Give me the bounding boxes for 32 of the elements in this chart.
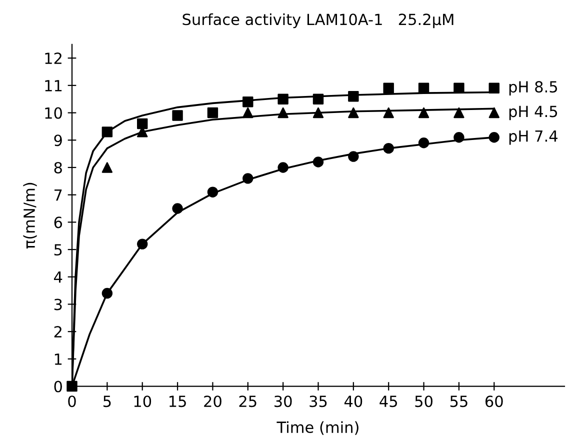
y-tick-label: 3 bbox=[54, 298, 62, 310]
y-tick-label: 10 bbox=[45, 107, 62, 119]
x-tick-label: 10 bbox=[134, 396, 152, 408]
y-tick-label: 11 bbox=[45, 80, 62, 92]
x-tick-label: 5 bbox=[103, 396, 111, 408]
x-tick-label: 40 bbox=[344, 396, 362, 408]
y-tick-label: 0 bbox=[54, 380, 62, 392]
x-tick-label: 60 bbox=[485, 396, 503, 408]
x-tick-label: 45 bbox=[380, 396, 397, 408]
y-tick-label: 12 bbox=[45, 52, 62, 64]
chart-title: Surface activity LAM10A-1 25.2μM bbox=[182, 13, 454, 28]
y-tick-label: 6 bbox=[54, 216, 62, 228]
x-tick-label: 20 bbox=[204, 396, 222, 408]
x-tick-label: 0 bbox=[68, 396, 76, 408]
x-tick-label: 55 bbox=[450, 396, 468, 408]
x-tick-label: 15 bbox=[169, 396, 186, 408]
series-label: pH 4.5 bbox=[509, 106, 558, 120]
x-tick-label: 35 bbox=[310, 396, 327, 408]
x-tick-label: 50 bbox=[415, 396, 432, 408]
y-tick-label: 4 bbox=[54, 272, 62, 283]
x-tick-label: 30 bbox=[274, 396, 292, 408]
y-tick-label: 1 bbox=[54, 354, 62, 365]
y-tick-label: 8 bbox=[54, 162, 62, 174]
y-tick-label: 7 bbox=[54, 189, 62, 201]
series-label: pH 8.5 bbox=[509, 81, 558, 96]
x-axis-title: Time (min) bbox=[276, 421, 358, 435]
y-tick-label: 9 bbox=[54, 134, 62, 146]
series-label: pH 7.4 bbox=[509, 130, 558, 145]
x-tick-label: 25 bbox=[239, 396, 256, 408]
y-tick-label: 2 bbox=[54, 326, 62, 338]
y-tick-label: 5 bbox=[54, 244, 62, 256]
y-axis-title: π(mN/m) bbox=[23, 182, 37, 249]
